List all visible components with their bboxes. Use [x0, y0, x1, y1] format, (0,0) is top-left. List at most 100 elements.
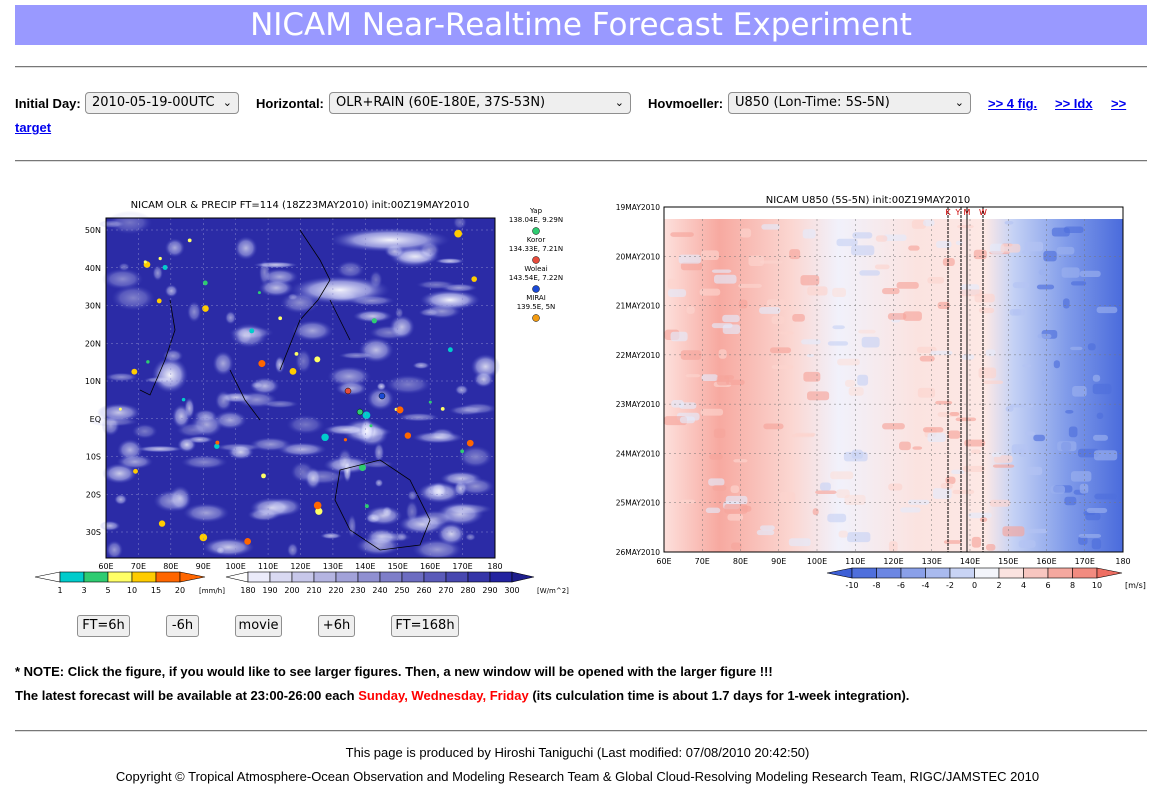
hov-contour-patch	[845, 379, 856, 387]
station-coords: 138.04E, 9.29N	[509, 216, 563, 224]
hov-contour-patch	[943, 540, 962, 544]
rain-colorbar-tick: 10	[127, 586, 137, 595]
cloud-blob	[250, 497, 293, 519]
hov-lon-tick: 110E	[845, 557, 865, 566]
plus6-button[interactable]: +6h	[318, 615, 355, 637]
rain-cell	[440, 407, 445, 411]
map-lon-tick: 140E	[355, 562, 375, 571]
olr-colorbar-high-arrow	[511, 571, 535, 583]
station-marker	[532, 285, 540, 293]
rain-cell	[249, 328, 255, 334]
hov-contour-patch	[718, 349, 727, 359]
hov-contour-patch	[827, 513, 847, 523]
hov-colorbar-tick: -10	[845, 581, 858, 590]
map-lon-tick: 110E	[258, 562, 278, 571]
hov-colorbar-tick: 8	[1070, 581, 1075, 590]
movie-button[interactable]: movie	[235, 615, 282, 637]
hov-contour-patch	[900, 507, 921, 513]
hovmoeller-label: Hovmoeller:	[648, 96, 724, 111]
hov-contour-patch	[1022, 364, 1032, 368]
hov-contour-patch	[1053, 360, 1060, 369]
hov-contour-patch	[888, 541, 898, 552]
hov-contour-patch	[1019, 448, 1030, 457]
hov-contour-patch	[1078, 448, 1099, 458]
rain-colorbar-cell	[131, 571, 157, 583]
target-link[interactable]: target	[15, 120, 52, 135]
minus6-button[interactable]: -6h	[166, 615, 199, 637]
station-marker	[532, 227, 540, 235]
rain-cell	[460, 449, 465, 454]
cloud-band	[290, 276, 390, 304]
chevron-down-icon: ⌄	[614, 96, 624, 109]
station-marker	[532, 256, 540, 264]
cloud-blob	[215, 390, 233, 411]
hov-contour-patch	[714, 274, 737, 284]
cloud-blob	[168, 485, 192, 512]
hov-contour-patch	[1061, 267, 1080, 278]
hov-contour-patch	[771, 365, 794, 369]
hov-contour-patch	[968, 512, 992, 519]
hov-colorbar-cell	[1072, 567, 1098, 579]
map-lon-tick: 80E	[163, 562, 178, 571]
cloud-blob	[412, 431, 464, 444]
rain-cell	[202, 280, 208, 286]
hov-time-tick: 20MAY2010	[616, 252, 660, 261]
hov-contour-patch	[685, 374, 701, 378]
hov-contour-patch	[763, 423, 784, 430]
idx-link[interactable]: >> Idx	[1055, 96, 1093, 111]
hov-contour-patch	[1070, 346, 1083, 351]
horizontal-select[interactable]: OLR+RAIN (60E-180E, 37S-53N) ⌄	[329, 92, 631, 114]
hov-contour-patch	[882, 288, 900, 295]
cloud-blob	[473, 371, 494, 388]
cloud-blob	[116, 454, 154, 470]
hov-contour-patch	[888, 483, 903, 491]
target-arrow-link[interactable]: >>	[1111, 96, 1127, 111]
hov-lon-ticks: 60E 70E 80E 90E 100E 110E 120E 130E 140E 150E 160E…	[656, 557, 1130, 566]
cloud-blob	[353, 309, 393, 323]
hov-contour-patch	[951, 469, 965, 474]
rain-colorbar-tick: 20	[175, 586, 185, 595]
cloud-blob	[435, 258, 465, 265]
hovmoeller-select[interactable]: U850 (Lon-Time: 5S-5N) ⌄	[728, 92, 971, 114]
hov-contour-patch	[1025, 431, 1036, 436]
olr-colorbar-cell	[313, 571, 337, 583]
hov-contour-patch	[678, 254, 701, 264]
hov-contour-patch	[807, 391, 830, 401]
cloud-blob	[102, 268, 144, 290]
station-name: Woleai	[524, 265, 547, 273]
hov-contour-patch	[875, 235, 888, 242]
olr-colorbar: 180 190 200 210 220 230 240 250 260 270 280 290 300 […	[225, 571, 569, 595]
hov-contour-patch	[761, 224, 780, 230]
ft6-button[interactable]: FT=6h	[77, 615, 130, 637]
cloud-blob	[212, 351, 234, 376]
hov-contour-patch	[942, 258, 955, 266]
hov-contour-patch	[827, 341, 849, 346]
hov-contour-patch	[985, 349, 996, 357]
hov-contour-patch	[851, 449, 863, 459]
hov-contour-patch	[973, 249, 987, 260]
hov-contour-patch	[1068, 426, 1078, 438]
rain-cell	[261, 473, 266, 479]
four-fig-link[interactable]: >> 4 fig.	[988, 96, 1038, 111]
hov-contour-patch	[961, 354, 975, 360]
olr-colorbar-cell	[467, 571, 491, 583]
cloud-blob	[364, 505, 403, 526]
hov-contour-patch	[1079, 483, 1089, 494]
rain-colorbar: 1 3 5 10 15 20 [mm/h]	[34, 571, 225, 595]
hov-contour-patch	[705, 507, 721, 514]
cloud-blob	[366, 387, 395, 411]
hov-contour-patch	[760, 260, 783, 264]
rain-cell	[214, 443, 220, 449]
cloud-blob	[261, 400, 299, 409]
rain-cell	[278, 316, 283, 321]
hov-time-tick: 26MAY2010	[616, 548, 660, 557]
hov-contour-patch	[952, 489, 975, 494]
cloud-blob	[164, 284, 178, 298]
ft168-button[interactable]: FT=168h	[391, 615, 459, 637]
station-coords: 139.5E, 5N	[517, 303, 556, 311]
olr-colorbar-tick: 300	[504, 586, 519, 595]
initial-day-select[interactable]: 2010-05-19-00UTC ⌄	[85, 92, 239, 114]
hov-contour-patch	[812, 508, 819, 516]
